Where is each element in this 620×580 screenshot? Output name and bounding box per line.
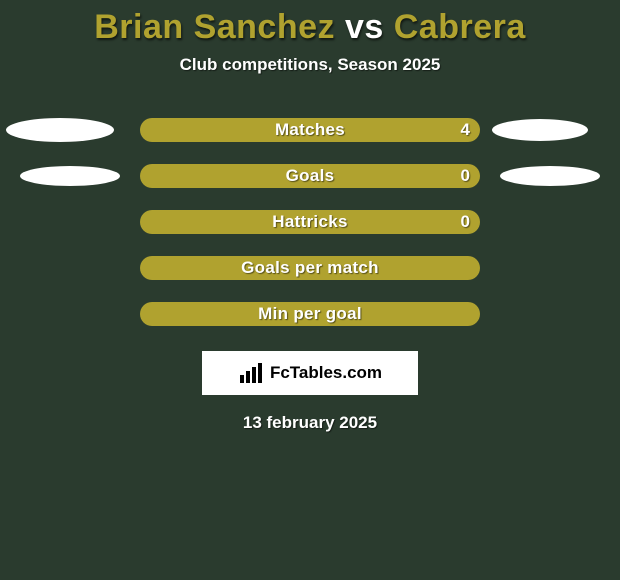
logo-box: FcTables.com <box>202 351 418 395</box>
subtitle: Club competitions, Season 2025 <box>0 55 620 75</box>
stat-row: Matches 4 <box>0 107 620 153</box>
stat-row: Goals 0 <box>0 153 620 199</box>
stat-bar: Min per goal <box>140 302 480 326</box>
stat-bar: Goals 0 <box>140 164 480 188</box>
stat-row: Hattricks 0 <box>0 199 620 245</box>
comparison-infographic: Brian Sanchez vs Cabrera Club competitio… <box>0 0 620 580</box>
stat-bar: Matches 4 <box>140 118 480 142</box>
stat-bar: Goals per match <box>140 256 480 280</box>
stat-label: Goals per match <box>241 258 379 278</box>
right-ellipse <box>500 166 600 186</box>
stat-label: Hattricks <box>272 212 347 232</box>
stat-row: Goals per match <box>0 245 620 291</box>
stat-value: 0 <box>461 166 470 186</box>
stat-row: Min per goal <box>0 291 620 337</box>
date-text: 13 february 2025 <box>0 413 620 433</box>
stat-label: Goals <box>286 166 335 186</box>
logo-text: FcTables.com <box>270 363 382 383</box>
stat-value: 0 <box>461 212 470 232</box>
stat-value: 4 <box>461 120 470 140</box>
stat-rows: Matches 4 Goals 0 Hattricks 0 Goals per match M… <box>0 107 620 337</box>
title: Brian Sanchez vs Cabrera <box>0 0 620 47</box>
bars-icon <box>238 361 266 385</box>
stat-bar: Hattricks 0 <box>140 210 480 234</box>
left-ellipse <box>20 166 120 186</box>
left-ellipse <box>6 118 114 142</box>
right-ellipse <box>492 119 588 141</box>
stat-label: Min per goal <box>258 304 362 324</box>
stat-label: Matches <box>275 120 345 140</box>
